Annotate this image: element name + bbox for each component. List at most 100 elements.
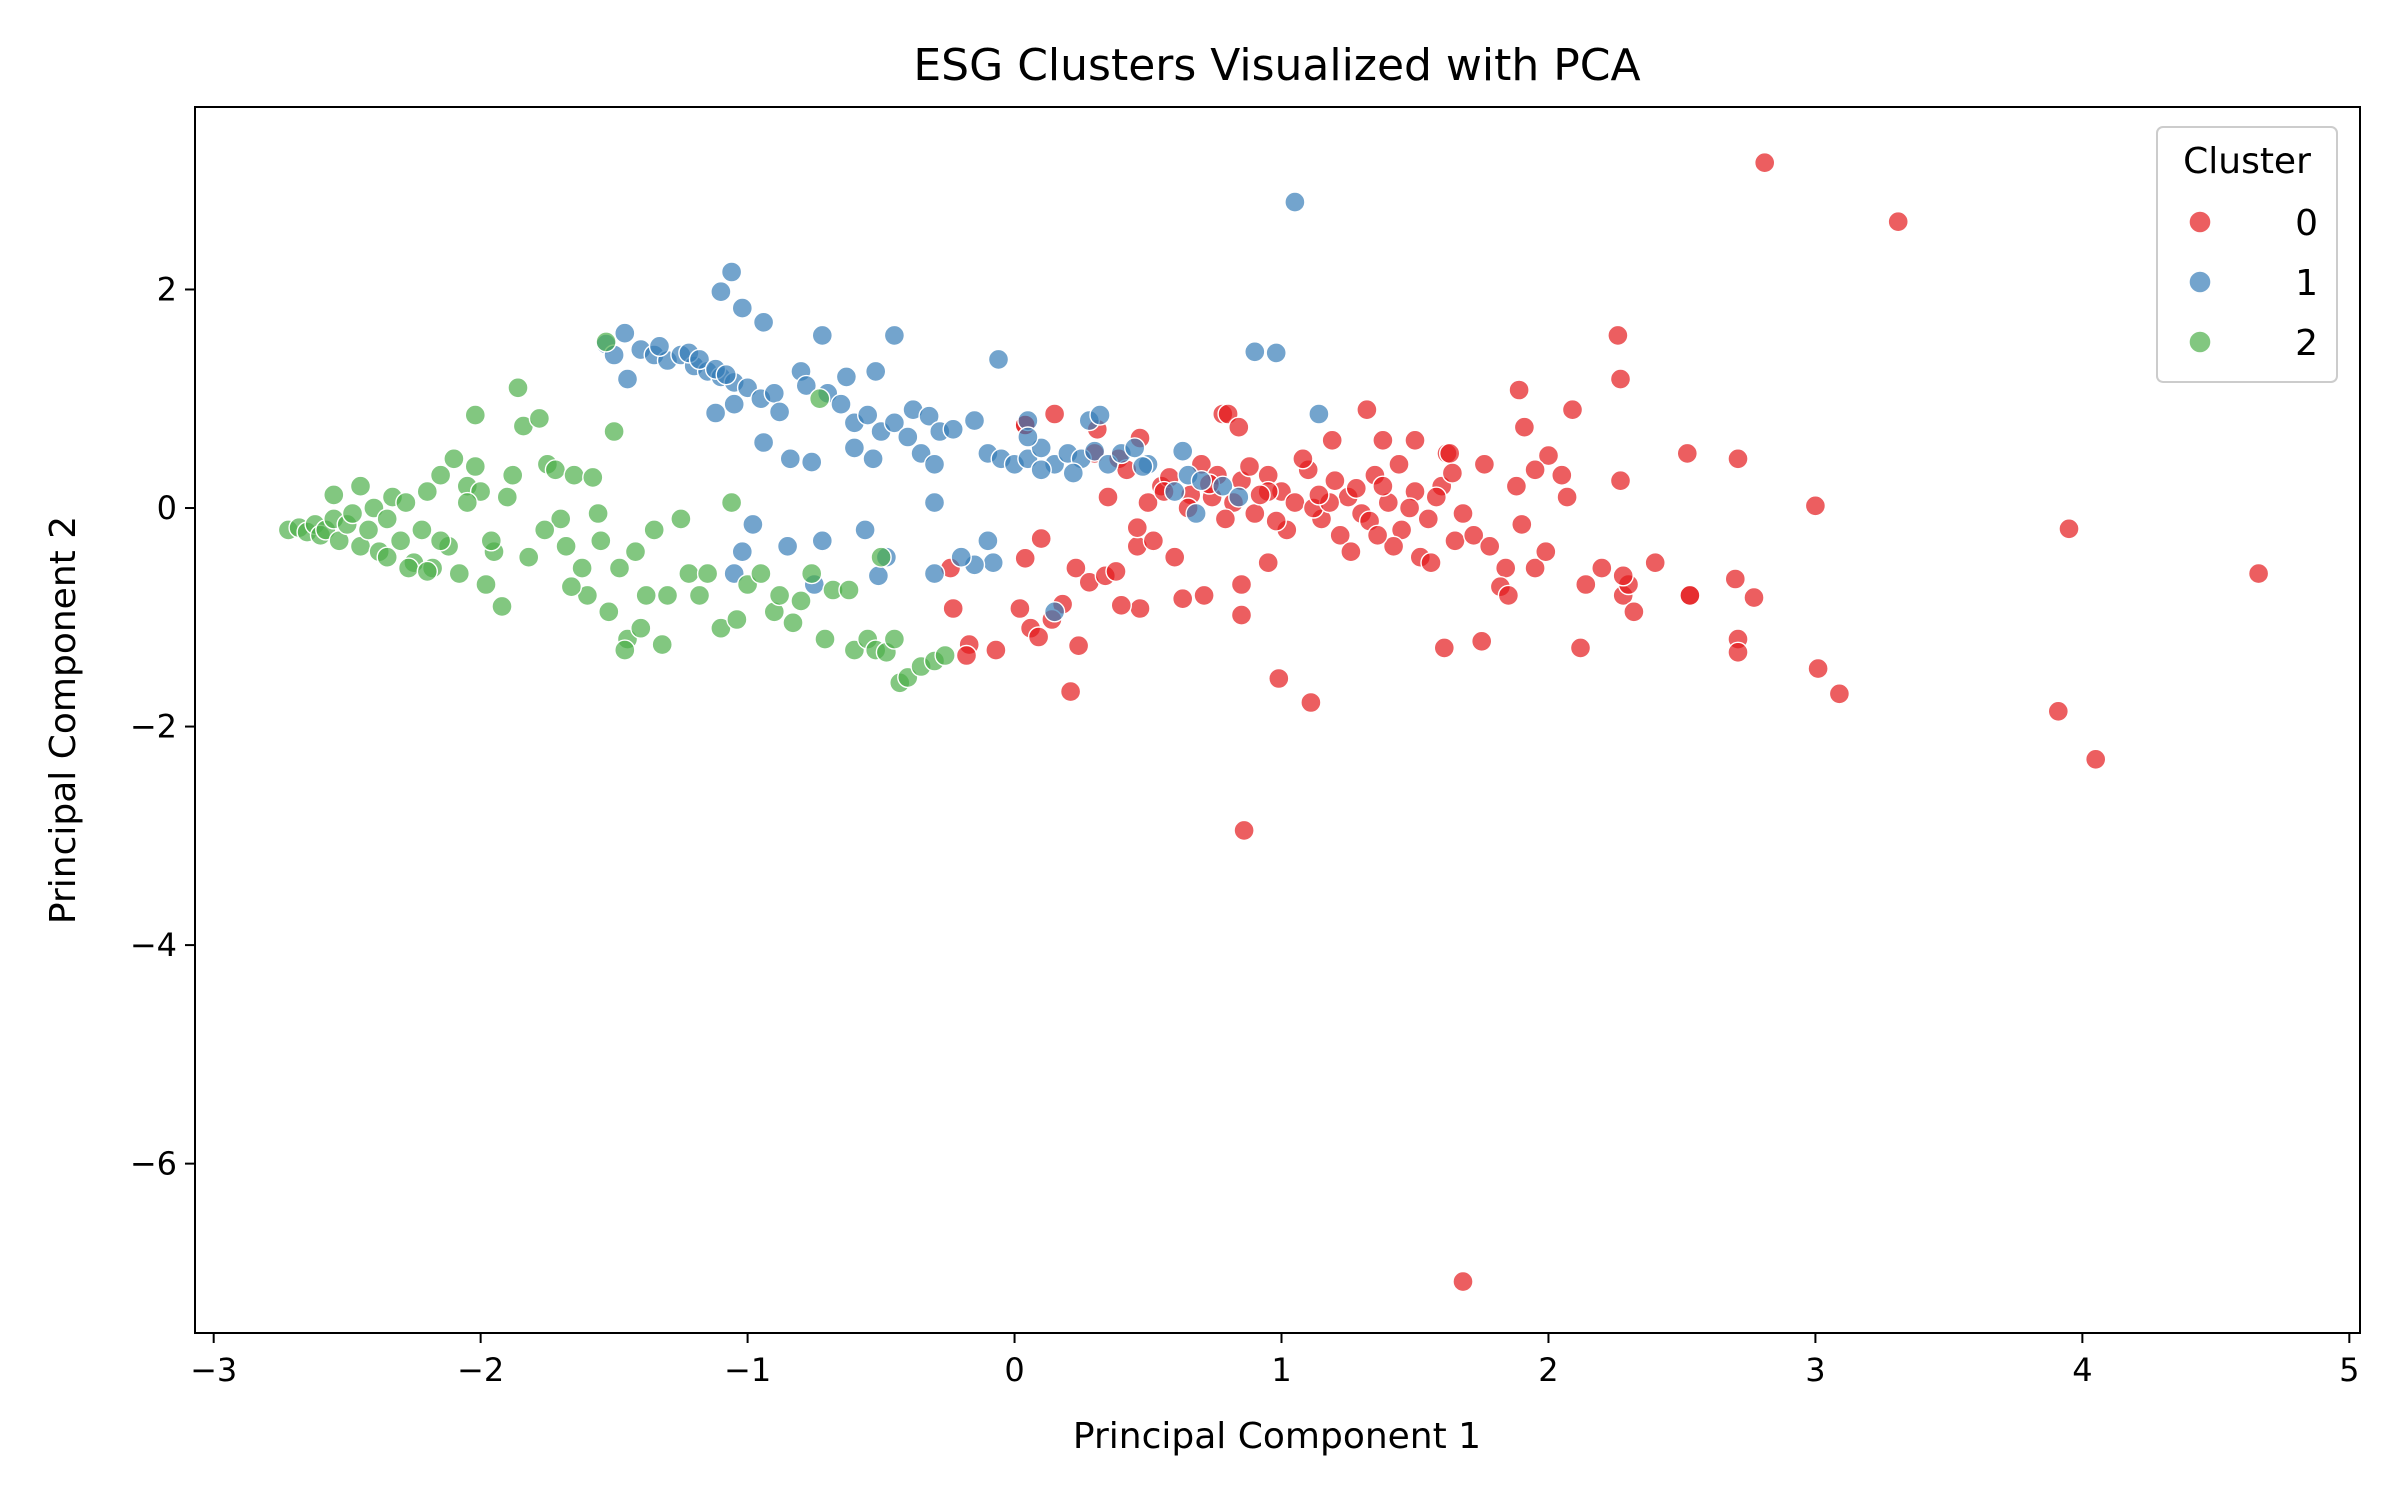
data-point — [923, 562, 946, 585]
data-point — [2247, 562, 2270, 585]
data-point — [616, 368, 639, 390]
data-point — [987, 348, 1010, 371]
series-2 — [277, 331, 956, 694]
y-tick-label: −4 — [130, 926, 177, 964]
data-point — [776, 535, 799, 557]
data-point — [963, 409, 986, 432]
data-point — [464, 404, 486, 426]
data-point — [955, 644, 978, 667]
data-point — [1268, 667, 1290, 690]
data-point — [923, 491, 946, 514]
data-point — [1105, 560, 1127, 583]
data-point — [1233, 819, 1255, 842]
data-point — [865, 360, 887, 383]
data-point — [429, 464, 452, 486]
x-tick-label: −1 — [724, 1351, 771, 1389]
data-point — [811, 530, 833, 552]
data-point — [1308, 403, 1330, 425]
data-point — [550, 508, 572, 530]
data-point — [1743, 586, 1765, 609]
x-axis: −3 −2 −1 0 1 2 3 4 5 — [190, 1333, 2360, 1389]
data-point — [1067, 635, 1090, 657]
data-point — [1382, 535, 1405, 557]
plot-frame — [194, 106, 2361, 1334]
data-point — [1171, 588, 1194, 610]
legend-marker — [2188, 210, 2212, 234]
legend-entry-2: 2 — [2188, 323, 2318, 364]
data-point — [742, 513, 764, 536]
data-point — [1444, 530, 1466, 552]
legend-box — [2156, 126, 2338, 383]
data-point — [1190, 470, 1213, 492]
data-point — [528, 407, 551, 430]
data-point — [624, 541, 647, 563]
data-point — [1126, 517, 1149, 539]
data-point — [582, 466, 604, 489]
legend-marker — [2188, 330, 2212, 354]
data-point — [688, 348, 711, 371]
data-point — [1676, 442, 1699, 465]
data-point — [544, 459, 567, 481]
data-point — [1043, 601, 1066, 623]
data-point — [1265, 510, 1287, 532]
data-point — [1030, 459, 1052, 481]
data-point — [1612, 565, 1634, 587]
data-point — [648, 335, 671, 357]
data-point — [883, 628, 906, 650]
data-point — [1163, 480, 1186, 503]
data-point — [571, 557, 593, 579]
data-point — [534, 519, 556, 541]
data-point — [1308, 484, 1330, 506]
data-point — [1163, 546, 1186, 568]
data-point — [2058, 518, 2080, 540]
data-point — [1228, 416, 1250, 438]
data-point — [1727, 641, 1749, 663]
data-point — [1551, 464, 1573, 486]
data-point — [1644, 552, 1666, 574]
y-tick-label: −2 — [130, 708, 177, 746]
x-tick-label: 4 — [2072, 1351, 2092, 1389]
data-point — [1284, 191, 1306, 213]
data-point — [1537, 444, 1560, 467]
data-point — [429, 530, 452, 552]
data-point — [750, 562, 772, 585]
data-point — [1193, 584, 1215, 607]
data-point — [1292, 448, 1314, 470]
data-point — [608, 557, 631, 579]
data-point — [726, 608, 748, 631]
data-point — [1137, 491, 1159, 514]
data-point — [801, 451, 823, 473]
data-point — [2084, 748, 2107, 770]
data-point — [1110, 594, 1133, 616]
data-point — [1535, 541, 1557, 563]
data-point — [1340, 541, 1362, 563]
data-point — [2047, 700, 2070, 722]
data-point — [768, 584, 791, 607]
data-point — [464, 455, 486, 478]
data-point — [598, 601, 620, 623]
data-point — [1257, 552, 1279, 574]
data-point — [1425, 486, 1448, 508]
data-point — [614, 639, 636, 661]
data-point — [1014, 547, 1036, 569]
data-point — [1212, 475, 1234, 497]
y-axis-title: Principal Component 2 — [43, 516, 84, 924]
data-point — [341, 502, 364, 525]
data-point — [349, 475, 372, 497]
data-point — [710, 281, 732, 303]
data-point — [1470, 630, 1493, 652]
data-point — [1097, 486, 1119, 508]
data-point — [1556, 486, 1578, 508]
data-point — [1561, 399, 1584, 421]
data-point — [1372, 429, 1394, 451]
data-point — [1727, 448, 1749, 470]
data-point — [830, 393, 852, 415]
data-point — [1185, 502, 1207, 525]
data-point — [1433, 637, 1456, 659]
data-point — [950, 546, 972, 568]
data-point — [1478, 535, 1501, 557]
legend-entry-0: 0 — [2188, 203, 2318, 244]
data-point — [696, 562, 719, 585]
data-point — [1609, 470, 1632, 492]
